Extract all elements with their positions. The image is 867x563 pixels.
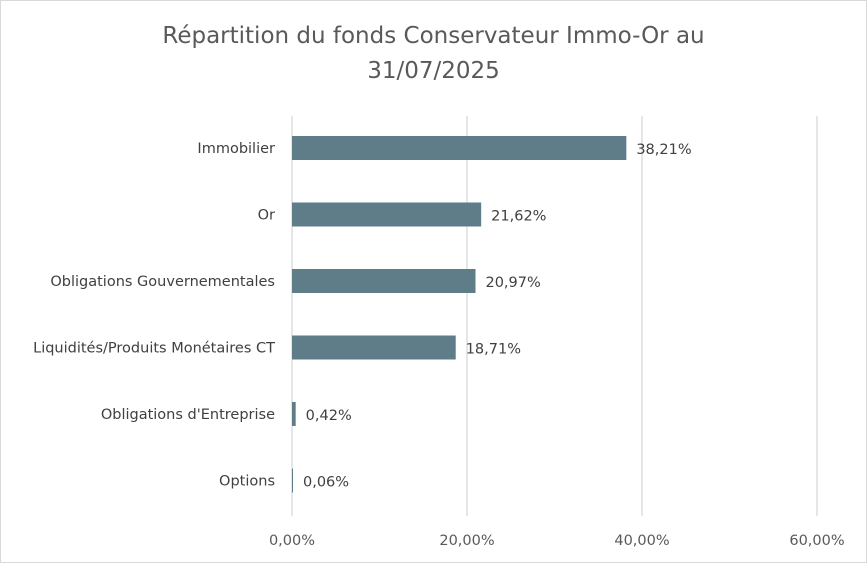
- bar: [292, 335, 456, 360]
- category-label: Or: [258, 208, 275, 224]
- data-label: 38,21%: [636, 142, 691, 158]
- bar: [292, 468, 293, 493]
- chart-title-line-1: Répartition du fonds Conservateur Immo-O…: [162, 23, 705, 49]
- data-label: 0,06%: [303, 475, 349, 491]
- chart-title-line-2: 31/07/2025: [367, 58, 500, 84]
- bar: [292, 269, 476, 293]
- labels: 0,00% 20,00% 40,00% 60,00% Immobilier 38,21% O…: [33, 141, 845, 549]
- category-label: Options: [219, 474, 275, 490]
- bar: [292, 202, 482, 227]
- bars: [292, 136, 627, 493]
- gridlines: [291, 116, 818, 516]
- data-label: 21,62%: [491, 209, 546, 225]
- category-label: Obligations Gouvernementales: [50, 274, 275, 290]
- x-tick-label: 60,00%: [789, 533, 844, 549]
- data-label: 0,42%: [306, 408, 352, 424]
- category-label: Liquidités/Produits Monétaires CT: [33, 341, 275, 357]
- x-tick-label: 20,00%: [439, 533, 494, 549]
- chart-title: Répartition du fonds Conservateur Immo-O…: [1, 19, 866, 89]
- bar: [292, 136, 627, 160]
- data-label: 18,71%: [466, 342, 521, 358]
- bar: [292, 402, 296, 426]
- x-tick-label: 40,00%: [614, 533, 669, 549]
- x-tick-label: 0,00%: [269, 533, 315, 549]
- data-label: 20,97%: [485, 275, 540, 291]
- category-label: Immobilier: [197, 141, 275, 157]
- category-label: Obligations d'Entreprise: [101, 407, 275, 423]
